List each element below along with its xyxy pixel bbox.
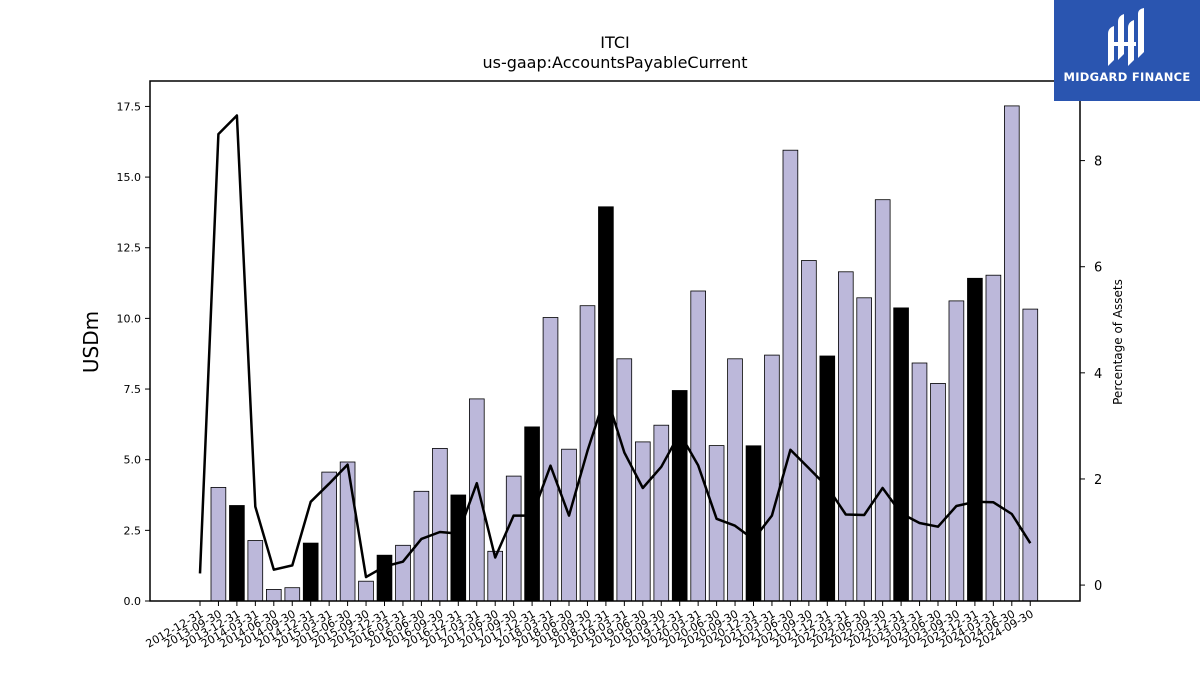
bar-2023-12-31 (967, 277, 983, 602)
bar-2022-12-31 (893, 307, 909, 602)
bar-2019-09-30 (653, 424, 670, 602)
bar-2015-03-31 (321, 471, 337, 602)
y-tick-label-left: 15.0 (117, 171, 142, 184)
bar-2020-06-30 (708, 445, 725, 602)
midgard-finance-logo: MIDGARD FINANCE (1054, 0, 1200, 101)
bar-2022-03-31 (838, 271, 854, 602)
left-axis-ticks: 0.0 2.5 5.0 7.5 10.0 12.5 15.0 17.5 (117, 100, 150, 608)
line-series-percentage-of-assets (198, 114, 1032, 579)
bar-2014-12-31 (302, 542, 319, 602)
bar-2020-12-31 (745, 445, 762, 602)
bar-2018-03-31 (542, 317, 559, 602)
right-axis-ticks: 0 2 4 6 8 (1080, 155, 1102, 594)
plot-frame (149, 80, 1081, 602)
bar-2018-06-30 (561, 448, 577, 602)
bar-2020-03-31 (690, 290, 706, 602)
y-tick-label-left: 7.5 (124, 383, 142, 396)
bar-2022-09-30 (874, 199, 891, 602)
y-tick-label-left: 0.0 (124, 595, 142, 608)
y-tick-label-right: 4 (1094, 367, 1102, 382)
bar-2017-06-30 (487, 550, 503, 602)
bar-2024-06-30 (1004, 105, 1020, 602)
bar-2015-06-30 (339, 461, 356, 602)
y-tick-label-right: 0 (1094, 579, 1102, 594)
y-tick-label-left: 10.0 (117, 312, 142, 325)
bar-2014-06-30 (265, 589, 282, 602)
logo-text: MIDGARD FINANCE (1063, 70, 1191, 84)
bar-2017-09-30 (505, 475, 522, 602)
bar-2023-06-30 (930, 382, 946, 602)
bar-2013-09-30 (210, 486, 227, 602)
y-tick-label-right: 8 (1094, 155, 1102, 170)
bar-2021-09-30 (801, 260, 817, 602)
bar-2015-12-31 (376, 554, 393, 602)
chart-title: ITCI (600, 33, 629, 52)
bar-2024-03-31 (985, 274, 1002, 602)
bar-2013-12-31 (229, 505, 245, 602)
bar-2019-12-31 (671, 390, 688, 602)
bar-2021-03-31 (764, 354, 780, 602)
bar-2018-12-31 (598, 206, 614, 602)
bar-2016-12-31 (450, 494, 467, 602)
bars-group (210, 105, 1039, 602)
bar-2014-09-30 (284, 587, 301, 602)
logo-mark-icon (1108, 8, 1144, 66)
bar-2020-09-30 (727, 358, 743, 602)
y-axis-label-right: Percentage of Assets (1111, 279, 1125, 405)
bar-2021-12-31 (819, 355, 836, 602)
bar-2014-03-31 (247, 540, 264, 602)
chart-subtitle: us-gaap:AccountsPayableCurrent (482, 53, 747, 72)
line-group (198, 114, 1032, 579)
bar-2019-06-30 (635, 441, 651, 602)
bar-2016-09-30 (432, 447, 448, 602)
bar-2015-09-30 (358, 580, 374, 602)
y-axis-label-left: USDm (79, 311, 103, 373)
bar-2023-03-31 (911, 362, 928, 602)
y-tick-label-right: 6 (1094, 261, 1102, 276)
bar-2024-09-30 (1022, 308, 1039, 602)
x-axis-ticks: 2012-12-312013-09-302013-12-312014-03-31… (144, 601, 1036, 651)
bar-2021-06-30 (782, 149, 799, 602)
y-tick-label-left: 12.5 (117, 242, 142, 255)
bar-2023-09-30 (948, 300, 965, 602)
y-tick-label-left: 5.0 (124, 454, 142, 467)
y-tick-label-right: 2 (1094, 473, 1102, 488)
bar-2022-06-30 (856, 297, 872, 602)
bar-2019-03-31 (616, 358, 633, 602)
y-tick-label-left: 2.5 (124, 524, 142, 537)
y-tick-label-left: 17.5 (117, 100, 142, 113)
